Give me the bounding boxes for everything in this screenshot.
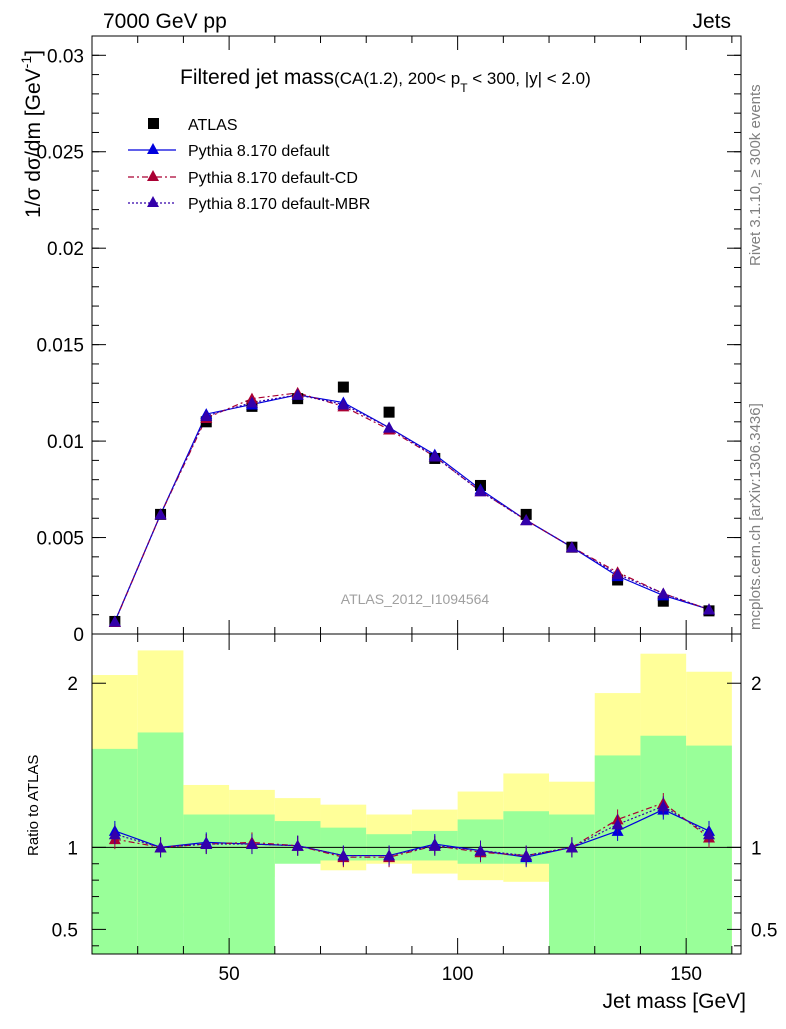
ratio-series-2-point [428,839,441,851]
main-series-2-point [383,421,396,433]
ratio-y-tick-label: 1 [67,838,78,859]
legend-label-default: Pythia 8.170 default [188,143,330,160]
ratio-y-tick-label-right: 1 [751,838,762,859]
ratio-axis-ticks: 0.5 0.5 1 1 2 2 50 100 150 [52,634,777,985]
ratio-y-tick-label: 2 [67,674,78,695]
legend: ATLAS Pythia 8.170 default Pythia 8.170 … [128,117,370,213]
main-series-2-point [611,568,624,580]
main-panel: 0 0.005 0.01 0.015 0.02 0.025 0.03 ATLAS_2012_… [18,35,742,646]
ratio-series-2-point [611,818,624,830]
ratio-series-2-point [337,849,350,861]
main-series-line-2 [114,394,710,622]
main-series-2-point [520,514,533,526]
ratio-y-tick-label-right: 0.5 [751,920,777,941]
mcplots-url-label: mcplots.cern.ch [arXiv:1306.3436] [747,403,764,630]
ratio-y-axis-title: Ratio to ATLAS [25,755,42,856]
main-series-2-point [245,396,258,408]
green-band-bin [92,748,138,954]
watermark-label: ATLAS_2012_I1094564 [341,591,490,607]
header-left-label: 7000 GeV pp [103,10,227,33]
legend-label-atlas: ATLAS [188,117,238,134]
ratio-y-tick-label: 0.5 [52,920,78,941]
main-title: Filtered jet mass(CA(1.2), 200< pT < 300… [180,66,591,95]
ratio-y-tick-label-right: 2 [751,674,762,695]
main-marks [108,381,716,628]
header-right-label: Jets [692,10,731,33]
legend-label-mbr: Pythia 8.170 default-MBR [188,196,370,213]
ratio-series-2-point [383,849,396,861]
main-series-2-point [428,450,441,462]
main-series-2-point [474,485,487,497]
ratio-panel: 0.5 0.5 1 1 2 2 50 100 150 Ratio to ATLAS Jet ma… [25,633,777,1013]
ratio-series-2-point [154,841,167,853]
main-y-tick-label: 0.01 [47,432,84,453]
ratio-series-2-point [291,839,304,851]
main-y-tick-label: 0.005 [36,529,84,550]
x-tick-label: 100 [442,964,474,985]
legend-marker-cd [147,170,159,181]
main-curves [114,392,710,623]
main-series-2-point [154,508,167,520]
main-series-2-point [657,587,670,599]
ratio-series-2-point [565,841,578,853]
x-tick-label: 50 [219,964,240,985]
main-series-2-point [291,388,304,400]
x-axis-title: Jet mass [GeV] [602,990,746,1013]
atlas-data-point [383,406,395,418]
ratio-series-line-0 [114,808,710,858]
atlas-data-point [337,381,349,393]
main-y-tick-label: 0.025 [36,143,84,164]
main-series-2-point [200,410,213,422]
ratio-series-2-point [108,828,121,840]
green-band-bin [640,735,687,954]
main-series-2-point [337,398,350,410]
main-series-2-point [703,603,716,615]
green-band-bin [686,745,732,954]
legend-marker-atlas [148,118,159,129]
rivet-label: Rivet 3.1.10, ≥ 300k events [747,84,764,266]
main-series-2-point [108,615,121,627]
main-y-tick-label: 0.03 [47,46,84,67]
ratio-marks [108,793,716,868]
main-y-axis-title: 1/σ dσ/dm [GeV-1] [18,50,45,218]
green-band-bin [549,814,595,954]
main-series-2-point [565,541,578,553]
ratio-series-2-point [657,800,670,812]
ratio-frame [91,633,742,955]
atlas-data-point [657,595,669,607]
green-band-bin [594,755,641,954]
main-y-tick-label: 0.015 [36,336,84,357]
ratio-series-line-2 [114,805,710,857]
x-tick-label: 150 [670,964,702,985]
legend-marker-default [147,143,159,154]
ratio-series-2-point [474,844,487,856]
main-series-line-1 [114,392,710,623]
ratio-bands [92,650,741,954]
ratio-series-2-point [200,838,213,850]
main-series-line-0 [114,394,710,622]
ratio-series-2-point [520,849,533,861]
ratio-series-2-point [245,838,258,850]
main-axis-ticks: 0 0.005 0.01 0.015 0.02 0.025 0.03 [36,36,741,646]
main-y-tick-label: 0 [73,625,84,646]
main-y-tick-label: 0.02 [47,239,84,260]
legend-label-cd: Pythia 8.170 default-CD [188,170,358,187]
legend-marker-mbr [147,196,159,207]
ratio-series-2-point [703,828,716,840]
